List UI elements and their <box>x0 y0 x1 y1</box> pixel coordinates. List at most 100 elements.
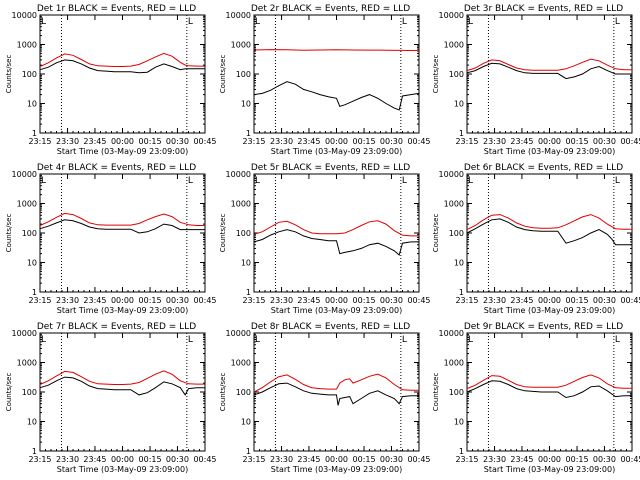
x-tick-label: 00:30 <box>593 455 616 464</box>
series-line-lld <box>39 52 205 67</box>
x-tick-label: 00:00 <box>111 455 134 464</box>
y-tick-label: 1 <box>459 447 464 456</box>
x-tick-label: 23:45 <box>83 137 106 146</box>
y-tick-label: 1000 <box>17 200 37 209</box>
x-tick-label: 00:00 <box>111 296 134 305</box>
y-tick-label: 10 <box>241 259 251 268</box>
y-tick-label: 10000 <box>439 170 464 179</box>
panel-det-1: Det 1r BLACK = Events, RED = LLD 1 10 100 10… <box>5 4 217 156</box>
y-axis-label: Counts/sec <box>5 55 13 94</box>
y-tick-label: 100 <box>22 229 37 238</box>
series-line-lld <box>466 214 632 231</box>
series-line-events <box>253 382 419 406</box>
y-axis-label: Counts/sec <box>432 214 440 253</box>
plot-frame <box>466 173 633 293</box>
y-tick-label: 10000 <box>439 11 464 20</box>
x-axis-label: Start Time (03-May-09 23:09:00) <box>271 465 402 474</box>
y-tick-label: 100 <box>22 70 37 79</box>
marker-glyph: L <box>255 176 260 186</box>
plot-frame <box>253 14 420 134</box>
series-line-lld <box>253 49 420 52</box>
x-tick-label: 00:15 <box>353 455 376 464</box>
y-tick-label: 1000 <box>231 41 251 50</box>
panel-det-8: Det 8r BLACK = Events, RED = LLD 1 10 100 10… <box>219 322 431 474</box>
plot-frame <box>466 14 633 134</box>
series-line-events <box>466 62 632 80</box>
y-tick-label: 10 <box>241 418 251 427</box>
x-tick-label: 23:30 <box>270 455 293 464</box>
x-tick-label: 00:30 <box>166 137 189 146</box>
y-tick-label: 100 <box>22 388 37 397</box>
y-tick-label: 1 <box>32 129 37 138</box>
y-tick-label: 1000 <box>444 200 464 209</box>
x-axis-label: Start Time (03-May-09 23:09:00) <box>57 306 188 315</box>
y-tick-label: 10000 <box>226 170 251 179</box>
y-tick-label: 100 <box>236 70 251 79</box>
y-tick-label: 100 <box>449 388 464 397</box>
marker-glyph: L <box>41 17 46 27</box>
y-tick-label: 1 <box>246 447 251 456</box>
panel-title: Det 3r BLACK = Events, RED = LLD <box>464 4 623 14</box>
panel-title: Det 6r BLACK = Events, RED = LLD <box>464 163 623 173</box>
marker-glyph: L <box>188 17 193 27</box>
x-tick-label: 00:00 <box>325 296 348 305</box>
x-tick-label: 00:45 <box>407 455 430 464</box>
x-tick-label: 00:30 <box>380 137 403 146</box>
x-tick-label: 00:45 <box>620 296 640 305</box>
x-tick-label: 23:30 <box>483 455 506 464</box>
x-tick-label: 23:30 <box>270 137 293 146</box>
y-tick-label: 100 <box>236 229 251 238</box>
panel-det-7: Det 7r BLACK = Events, RED = LLD 1 10 100 10… <box>5 322 217 474</box>
x-axis-label: Start Time (03-May-09 23:09:00) <box>484 465 615 474</box>
y-axis-label: Counts/sec <box>432 55 440 94</box>
marker-glyph: L <box>468 176 473 186</box>
panel-det-9: Det 9r BLACK = Events, RED = LLD 1 10 100 10… <box>432 322 640 474</box>
x-tick-label: 00:45 <box>620 455 640 464</box>
x-tick-label: 23:15 <box>242 455 265 464</box>
marker-glyph: L <box>468 335 473 345</box>
x-tick-label: 23:15 <box>455 137 478 146</box>
x-tick-label: 00:30 <box>166 296 189 305</box>
panel-det-6: Det 6r BLACK = Events, RED = LLD 1 10 100 10… <box>432 163 640 315</box>
series-line-events <box>253 229 419 256</box>
y-tick-label: 1 <box>246 129 251 138</box>
plot-frame <box>39 332 206 452</box>
marker-glyph: L <box>188 176 193 186</box>
x-tick-label: 23:30 <box>56 296 79 305</box>
y-tick-label: 10 <box>27 418 37 427</box>
marker-glyph: L <box>615 176 620 186</box>
x-tick-label: 00:30 <box>380 296 403 305</box>
y-tick-label: 1 <box>32 447 37 456</box>
x-tick-label: 00:30 <box>380 455 403 464</box>
panel-det-2: Det 2r BLACK = Events, RED = LLD 1 10 100 10… <box>219 4 431 156</box>
series-line-lld <box>466 58 632 72</box>
y-tick-label: 10 <box>27 259 37 268</box>
marker-glyph: L <box>41 335 46 345</box>
y-axis-label: Counts/sec <box>5 373 13 412</box>
x-axis-label: Start Time (03-May-09 23:09:00) <box>57 147 188 156</box>
marker-glyph: L <box>468 17 473 27</box>
x-tick-label: 23:45 <box>297 455 320 464</box>
marker-glyph: L <box>402 335 407 345</box>
y-tick-label: 1000 <box>444 359 464 368</box>
y-tick-label: 1000 <box>17 41 37 50</box>
x-tick-label: 23:30 <box>483 137 506 146</box>
x-tick-label: 00:45 <box>193 137 216 146</box>
x-tick-label: 00:15 <box>353 296 376 305</box>
panel-title: Det 1r BLACK = Events, RED = LLD <box>37 4 196 14</box>
x-tick-label: 23:30 <box>56 137 79 146</box>
y-tick-label: 10000 <box>12 329 37 338</box>
y-axis-label: Counts/sec <box>219 55 227 94</box>
x-tick-label: 00:00 <box>538 296 561 305</box>
y-tick-label: 100 <box>236 388 251 397</box>
x-tick-label: 00:00 <box>325 455 348 464</box>
x-tick-label: 23:15 <box>455 296 478 305</box>
x-tick-label: 00:30 <box>166 455 189 464</box>
marker-glyph: L <box>402 17 407 27</box>
x-axis-label: Start Time (03-May-09 23:09:00) <box>484 306 615 315</box>
x-tick-label: 00:15 <box>566 137 589 146</box>
x-tick-label: 00:15 <box>353 137 376 146</box>
x-tick-label: 23:45 <box>510 296 533 305</box>
plot-frame <box>253 332 420 452</box>
series-line-events <box>466 380 632 399</box>
